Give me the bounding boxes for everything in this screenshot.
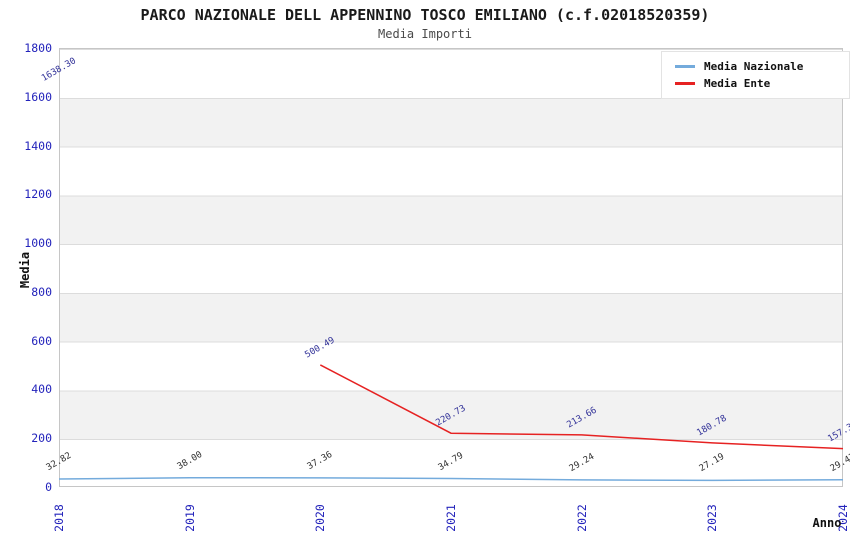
x-tick-label: 2019 — [182, 504, 197, 532]
x-tick-label: 2020 — [313, 504, 328, 532]
chart-title: PARCO NAZIONALE DELL APPENNINO TOSCO EMI… — [140, 6, 710, 24]
legend-label: Media Nazionale — [704, 60, 804, 73]
x-tick-label: 2022 — [574, 504, 589, 532]
y-tick-label: 400 — [31, 382, 52, 397]
legend: Media Nazionale Media Ente — [661, 51, 850, 99]
chart-subtitle: Media Importi — [378, 27, 472, 41]
x-tick-label: 2021 — [444, 504, 458, 532]
x-tick-label: 2018 — [52, 504, 66, 532]
y-tick-label: 800 — [31, 284, 52, 299]
media-ente-line-swatch — [675, 82, 695, 85]
legend-label: Media Ente — [704, 77, 771, 90]
media-nazionale-line-swatch — [675, 65, 695, 68]
y-axis-title: Media — [18, 251, 32, 289]
legend-item-media-ente: Media Ente — [662, 77, 849, 90]
x-axis-title: Anno — [812, 516, 842, 530]
y-tick-label: 1200 — [24, 187, 52, 202]
y-tick-label: 600 — [31, 333, 52, 348]
y-tick-label: 0 — [45, 480, 52, 494]
y-tick-label: 1400 — [24, 138, 52, 153]
x-tick-label: 2023 — [705, 504, 720, 532]
plot-area — [59, 48, 843, 487]
line-chart-canvas — [59, 364, 843, 482]
y-tick-label: 200 — [31, 431, 52, 446]
y-tick-label: 1000 — [24, 236, 52, 251]
legend-item-media-nazionale: Media Nazionale — [662, 60, 849, 73]
y-tick-label: 1800 — [24, 41, 52, 55]
y-tick-label: 1600 — [24, 89, 52, 104]
